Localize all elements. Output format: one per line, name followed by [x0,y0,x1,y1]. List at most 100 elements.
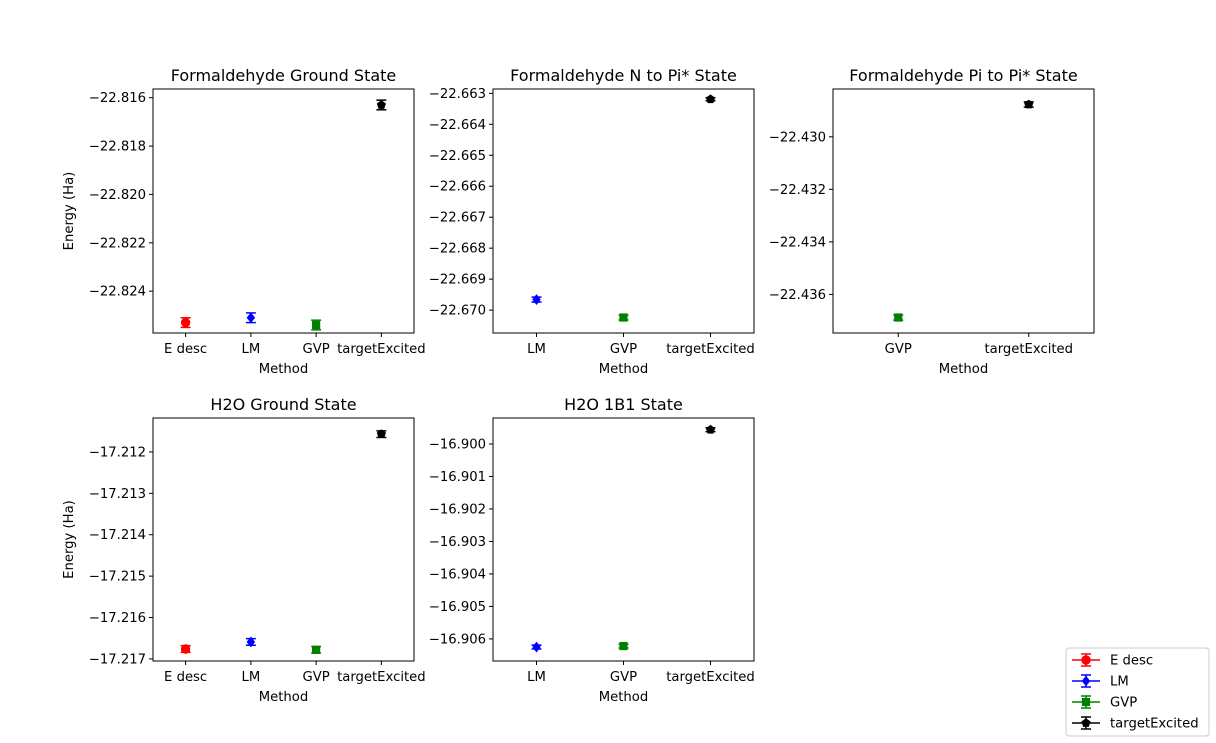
y-tick-label: −22.818 [89,140,146,155]
x-tick-label: LM [242,670,261,685]
x-axis-label: Method [259,362,308,377]
y-tick-label: −22.665 [429,149,486,164]
legend-marker [1081,718,1091,727]
y-tick-label: −16.901 [429,470,486,485]
y-tick-label: −16.906 [429,632,486,647]
data-marker [246,636,256,648]
y-tick-label: −22.816 [89,91,146,106]
legend-frame [1065,647,1210,737]
legend-marker [1081,697,1091,707]
legend-entry: GVP [1072,695,1137,711]
data-marker [312,645,321,654]
data-marker [705,94,716,104]
data-point [531,294,542,305]
subplot: Formaldehyde N to Pi* State −22.663 −22.66… [429,66,755,377]
y-tick-label: −16.905 [429,600,486,615]
x-axis-label: Method [599,362,648,377]
data-point [180,644,191,654]
data-point [893,313,904,322]
axes-frame [152,417,415,662]
data-point [311,645,322,654]
y-tick-label: −16.902 [429,502,486,517]
axes-frame [832,88,1095,334]
x-tick-label: LM [527,342,546,357]
x-tick-label: LM [242,342,261,357]
data-marker [532,641,541,653]
data-point [705,94,716,104]
x-tick-label: GVP [610,342,637,357]
x-tick-label: targetExcited [337,342,426,357]
subplot-title: H2O 1B1 State [564,395,683,414]
y-tick-label: −22.820 [89,188,146,203]
y-tick-label: −22.670 [429,304,486,319]
x-tick-label: targetExcited [984,342,1073,357]
y-axis-label: Energy (Ha) [62,500,77,579]
subplot: H2O 1B1 State −16.900 −16.901 −16.902 −16.90… [429,395,755,705]
y-tick-label: −22.434 [769,235,826,250]
y-tick-label: −22.430 [769,130,826,145]
subplot-title: Formaldehyde Ground State [171,66,397,85]
data-point [311,319,322,331]
y-tick-label: −22.668 [429,242,486,257]
legend-entry: LM [1072,674,1129,690]
y-tick-label: −22.669 [429,273,486,288]
data-marker [619,641,628,651]
data-marker [376,100,386,109]
data-marker [246,312,256,324]
y-tick-label: −22.822 [89,236,146,251]
y-tick-label: −17.215 [89,570,146,585]
y-tick-label: −22.436 [769,288,826,303]
y-tick-label: −17.212 [89,445,146,460]
data-point [245,312,256,324]
x-tick-label: targetExcited [337,670,426,685]
y-tick-label: −16.903 [429,535,486,550]
x-tick-label: LM [527,670,546,685]
y-tick-label: −17.217 [89,652,146,667]
data-point [618,641,629,651]
data-point [705,424,716,434]
subplot: H2O Ground State −17.212 −17.213 −17.214 −17… [62,395,426,705]
data-marker [894,313,903,322]
legend-entry: targetExcited [1072,716,1199,732]
legend-marker [1081,655,1091,665]
y-tick-label: −17.216 [89,611,146,626]
data-point [618,313,629,322]
data-marker [619,313,628,322]
axes-frame [152,88,415,334]
x-tick-label: GVP [885,342,912,357]
x-tick-label: E desc [164,342,207,357]
y-tick-label: −22.666 [429,180,486,195]
legend-label: E desc [1110,654,1153,669]
subplot-title: Formaldehyde N to Pi* State [510,66,737,85]
data-marker [705,424,716,434]
y-tick-label: −17.214 [89,528,146,543]
data-point [376,429,387,439]
data-marker [180,317,191,328]
y-tick-label: −22.432 [769,183,826,198]
x-axis-label: Method [939,362,988,377]
data-marker [532,294,541,305]
x-tick-label: GVP [610,670,637,685]
data-marker [180,644,191,654]
x-tick-label: targetExcited [666,342,755,357]
y-axis-label: Energy (Ha) [62,172,77,251]
subplot: Formaldehyde Ground State −22.816 −22.818 −… [62,66,426,377]
data-point [180,317,191,329]
y-tick-label: −16.904 [429,567,486,582]
data-point [531,641,542,653]
data-marker [312,320,321,330]
legend-label: targetExcited [1110,717,1199,732]
x-axis-label: Method [599,690,648,705]
legend: E desc LM GVP targetExcited [1065,647,1210,737]
y-tick-label: −22.663 [429,87,486,102]
data-point [376,99,387,111]
x-axis-label: Method [259,690,308,705]
data-marker [1024,99,1034,109]
y-tick-label: −17.213 [89,487,146,502]
y-tick-label: −16.900 [429,437,486,452]
x-tick-label: GVP [303,670,330,685]
y-tick-label: −22.664 [429,118,486,133]
x-tick-label: targetExcited [666,670,755,685]
x-tick-label: GVP [303,342,330,357]
